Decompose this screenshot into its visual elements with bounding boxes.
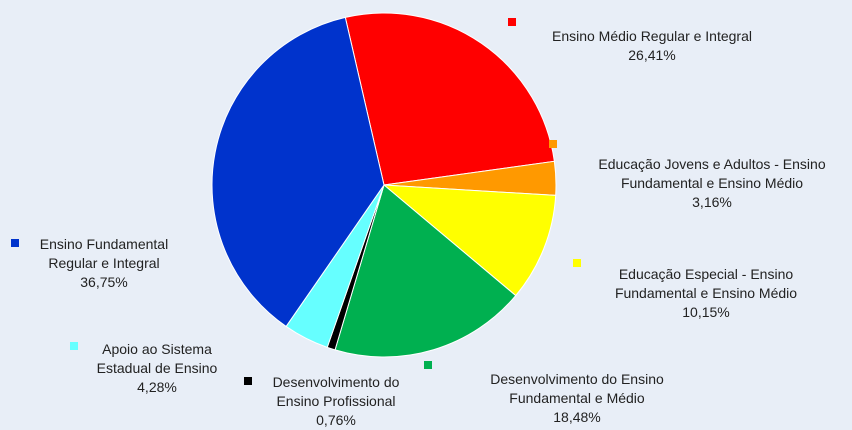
pie-slice — [211, 16, 385, 328]
value-label: 4,28% — [137, 379, 177, 395]
value-label: 18,48% — [553, 409, 601, 425]
slice-label: Desenvolvimento do Ensino Fundamental e … — [477, 370, 677, 427]
value-label: 10,15% — [682, 304, 730, 320]
value-label: 3,16% — [692, 194, 732, 210]
legend-marker — [11, 239, 19, 247]
legend-marker — [508, 18, 516, 26]
category-name: Educação Especial - Ensino Fundamental e… — [614, 266, 798, 301]
value-label: 26,41% — [628, 47, 676, 63]
pie-slice — [334, 184, 517, 358]
legend-marker — [244, 377, 252, 385]
legend-marker — [573, 259, 581, 267]
slice-label: Apoio ao Sistema Estadual de Ensino 4,28% — [90, 340, 225, 397]
category-name: Apoio ao Sistema Estadual de Ensino — [96, 341, 218, 376]
category-name: Ensino Médio Regular e Integral — [551, 28, 752, 44]
slice-label: Desenvolvimento do Ensino Profissional 0,… — [261, 373, 411, 430]
category-name: Desenvolvimento do Ensino Fundamental e … — [490, 371, 664, 406]
pie-slice — [344, 12, 555, 186]
value-label: 36,75% — [80, 274, 128, 290]
slice-label: Educação Jovens e Adultos - Ensino Funda… — [587, 155, 837, 212]
slice-label: Ensino Médio Regular e Integral 26,41% — [522, 27, 782, 65]
legend-marker — [424, 361, 432, 369]
slice-label: Educação Especial - Ensino Fundamental e… — [606, 265, 806, 322]
category-name: Desenvolvimento do Ensino Profissional — [272, 374, 400, 409]
category-name: Educação Jovens e Adultos - Ensino Funda… — [598, 156, 826, 191]
legend-marker — [70, 342, 78, 350]
value-label: 0,76% — [316, 412, 356, 428]
category-name: Ensino Fundamental Regular e Integral — [39, 236, 169, 271]
slice-label: Ensino Fundamental Regular e Integral 36,… — [34, 235, 174, 292]
legend-marker — [549, 140, 557, 148]
pie-slice — [382, 184, 557, 297]
